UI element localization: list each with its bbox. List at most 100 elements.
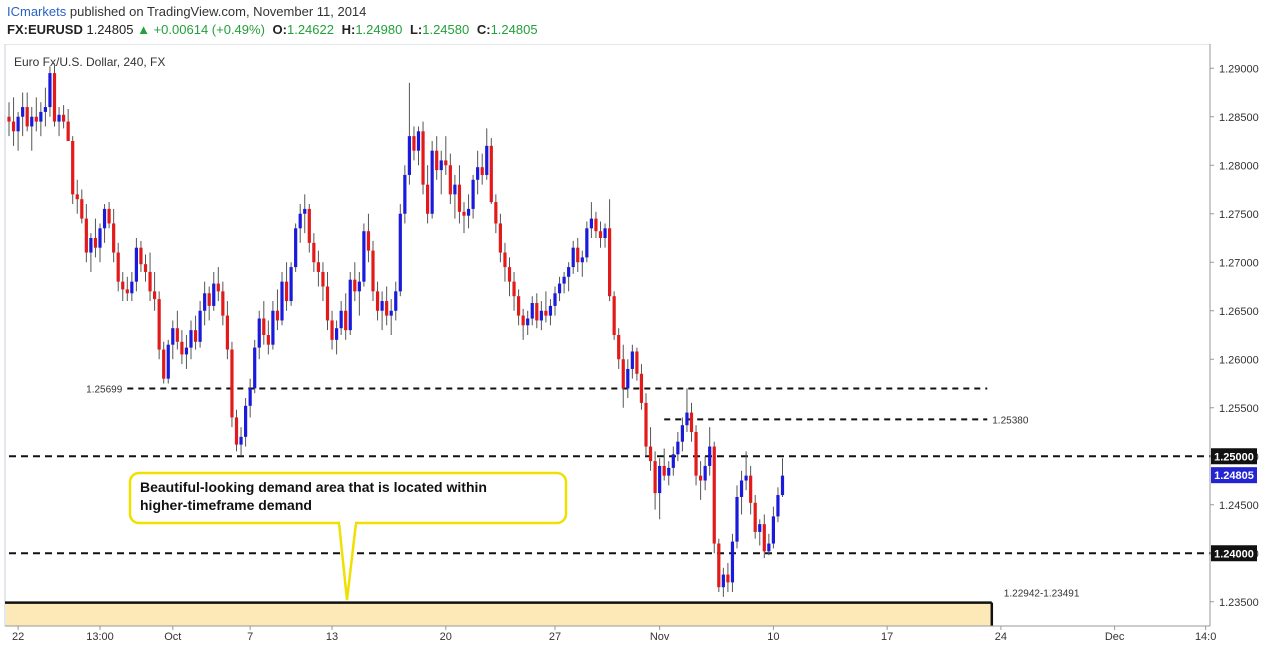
candle-body[interactable] xyxy=(112,223,116,253)
candle-body[interactable] xyxy=(184,347,189,355)
candle-body[interactable] xyxy=(139,247,143,265)
candle-body[interactable] xyxy=(52,73,57,122)
candle-body[interactable] xyxy=(612,296,616,335)
candle-body[interactable] xyxy=(762,524,766,552)
candle-body[interactable] xyxy=(744,475,748,481)
candle-body[interactable] xyxy=(498,223,502,253)
candle-body[interactable] xyxy=(617,335,621,360)
candle-body[interactable] xyxy=(630,351,634,369)
candle-body[interactable] xyxy=(230,349,234,418)
candle-body[interactable] xyxy=(57,114,61,122)
symbol-label[interactable]: FX:EURUSD xyxy=(7,22,83,37)
candle-body[interactable] xyxy=(39,111,43,122)
candle-body[interactable] xyxy=(421,131,425,185)
candle-body[interactable] xyxy=(312,242,316,263)
candle-body[interactable] xyxy=(30,116,34,127)
candle-body[interactable] xyxy=(671,454,675,468)
candle-body[interactable] xyxy=(198,310,202,342)
candle-body[interactable] xyxy=(93,238,98,248)
candle-body[interactable] xyxy=(403,174,407,214)
candle-body[interactable] xyxy=(216,283,220,292)
candle-body[interactable] xyxy=(25,107,29,127)
candle-body[interactable] xyxy=(266,335,270,345)
candle-body[interactable] xyxy=(544,310,548,316)
candle-body[interactable] xyxy=(521,315,525,326)
candle-body[interactable] xyxy=(694,432,698,476)
candle-body[interactable] xyxy=(380,301,384,311)
candle-body[interactable] xyxy=(125,289,129,294)
candle-body[interactable] xyxy=(562,276,566,284)
candle-body[interactable] xyxy=(767,543,771,552)
price-chart[interactable]: Euro Fx/U.S. Dollar, 240, FX 1.22942-1.2… xyxy=(0,43,1270,654)
candle-body[interactable] xyxy=(749,475,753,503)
candle-body[interactable] xyxy=(339,310,343,329)
candle-body[interactable] xyxy=(303,208,307,214)
candle-body[interactable] xyxy=(457,184,462,212)
candle-body[interactable] xyxy=(712,446,716,544)
candle-body[interactable] xyxy=(453,184,457,195)
candle-body[interactable] xyxy=(148,271,152,292)
candle-body[interactable] xyxy=(758,524,762,532)
candle-body[interactable] xyxy=(426,184,430,214)
candle-body[interactable] xyxy=(717,543,721,588)
candle-body[interactable] xyxy=(157,299,161,350)
candle-body[interactable] xyxy=(298,213,302,229)
candle-body[interactable] xyxy=(667,467,671,476)
candle-body[interactable] xyxy=(753,502,757,532)
candle-body[interactable] xyxy=(275,310,280,321)
candle-body[interactable] xyxy=(735,496,739,542)
candle-body[interactable] xyxy=(221,291,225,316)
candle-body[interactable] xyxy=(75,194,79,200)
candle-body[interactable] xyxy=(34,116,38,122)
candle-body[interactable] xyxy=(121,281,125,290)
candle-body[interactable] xyxy=(567,267,571,277)
candle-body[interactable] xyxy=(330,320,334,340)
candle-body[interactable] xyxy=(585,228,589,258)
candle-body[interactable] xyxy=(321,271,325,287)
candle-body[interactable] xyxy=(644,402,648,447)
candle-body[interactable] xyxy=(134,247,138,282)
price-tag[interactable] xyxy=(1211,448,1257,465)
candle-body[interactable] xyxy=(153,291,157,300)
candle-body[interactable] xyxy=(389,310,393,316)
candle-body[interactable] xyxy=(280,281,284,321)
candle-body[interactable] xyxy=(193,330,198,342)
candle-body[interactable] xyxy=(116,252,120,282)
candle-body[interactable] xyxy=(107,208,111,224)
candle-body[interactable] xyxy=(589,218,593,229)
candle-body[interactable] xyxy=(162,349,166,379)
candle-body[interactable] xyxy=(262,318,266,335)
candle-body[interactable] xyxy=(703,465,707,481)
candle-body[interactable] xyxy=(699,475,703,481)
price-tag[interactable] xyxy=(1211,467,1257,484)
candle-body[interactable] xyxy=(71,141,75,195)
candle-body[interactable] xyxy=(102,208,107,229)
candle-body[interactable] xyxy=(507,267,512,282)
candle-body[interactable] xyxy=(530,302,534,319)
candle-body[interactable] xyxy=(535,302,539,321)
candle-body[interactable] xyxy=(207,293,211,306)
candle-body[interactable] xyxy=(248,388,252,406)
candle-body[interactable] xyxy=(362,231,366,282)
candle-body[interactable] xyxy=(353,279,357,292)
candle-body[interactable] xyxy=(444,160,448,166)
candle-body[interactable] xyxy=(739,480,744,497)
candle-body[interactable] xyxy=(676,441,680,455)
candle-body[interactable] xyxy=(234,417,239,445)
candle-body[interactable] xyxy=(485,145,489,175)
candle-body[interactable] xyxy=(344,310,348,331)
candle-body[interactable] xyxy=(21,107,25,117)
candle-body[interactable] xyxy=(175,328,179,342)
candle-body[interactable] xyxy=(648,446,653,462)
candle-body[interactable] xyxy=(357,281,361,292)
candle-body[interactable] xyxy=(512,281,516,297)
candle-body[interactable] xyxy=(335,328,339,340)
candle-body[interactable] xyxy=(394,291,398,311)
candle-body[interactable] xyxy=(608,228,612,297)
candle-body[interactable] xyxy=(166,344,170,379)
candle-body[interactable] xyxy=(189,330,193,348)
candle-body[interactable] xyxy=(680,425,684,442)
candle-body[interactable] xyxy=(776,495,780,517)
candle-body[interactable] xyxy=(62,114,66,122)
candle-body[interactable] xyxy=(726,574,730,583)
